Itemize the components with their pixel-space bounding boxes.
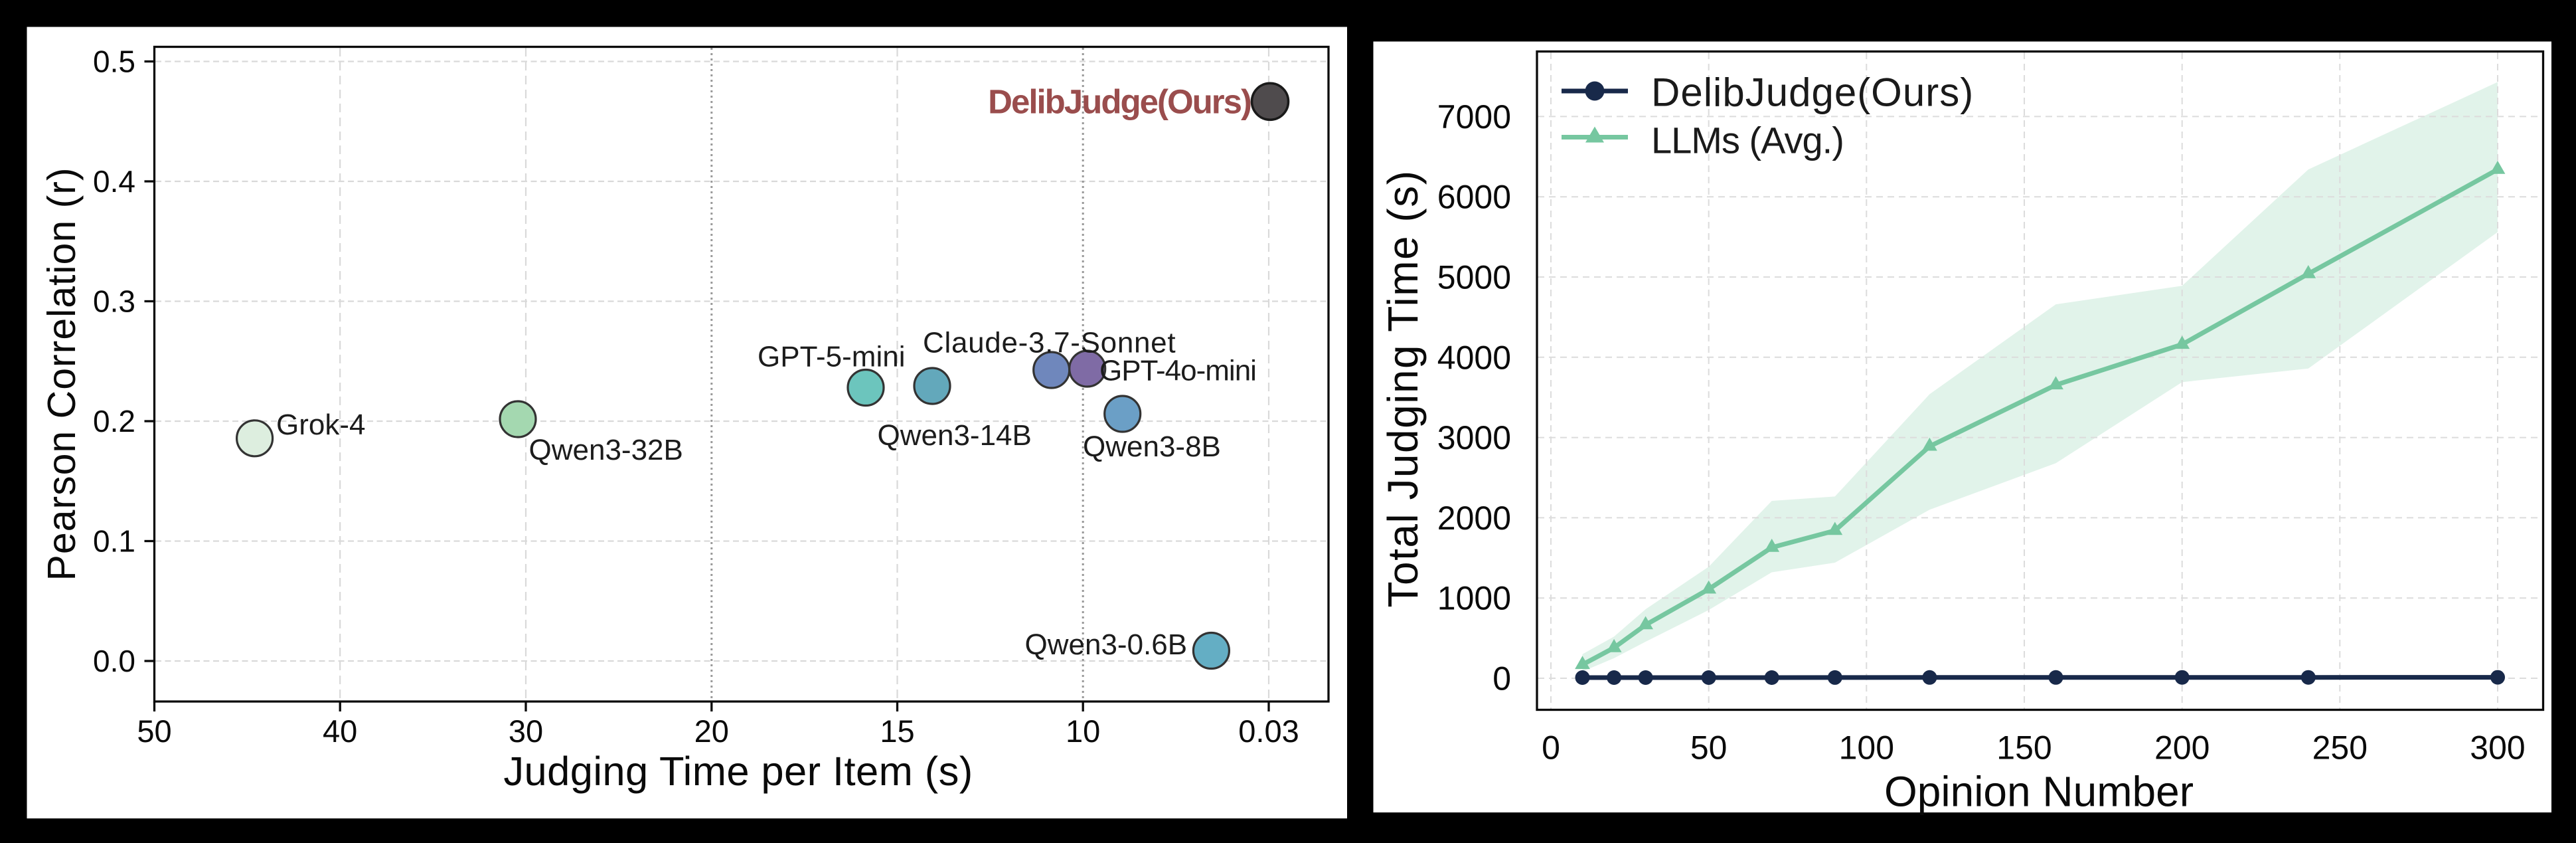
- svg-text:Pearson Correlation (r): Pearson Correlation (r): [40, 167, 84, 581]
- svg-text:200: 200: [2154, 729, 2210, 767]
- svg-text:DelibJudge(Ours): DelibJudge(Ours): [988, 83, 1251, 121]
- svg-text:50: 50: [137, 713, 171, 749]
- svg-text:1000: 1000: [1437, 580, 1511, 617]
- svg-text:20: 20: [694, 713, 729, 749]
- svg-text:2000: 2000: [1437, 500, 1511, 537]
- svg-text:0.03: 0.03: [1238, 713, 1299, 749]
- svg-text:0.1: 0.1: [93, 524, 135, 559]
- svg-text:4000: 4000: [1437, 339, 1511, 376]
- svg-text:10: 10: [1066, 713, 1100, 749]
- svg-text:0.2: 0.2: [93, 404, 135, 438]
- svg-text:0.4: 0.4: [93, 164, 135, 199]
- svg-text:0: 0: [1492, 660, 1511, 698]
- svg-text:100: 100: [1839, 729, 1894, 767]
- svg-text:0.5: 0.5: [93, 45, 135, 79]
- svg-text:Qwen3-14B: Qwen3-14B: [878, 419, 1032, 452]
- svg-text:0.0: 0.0: [93, 644, 135, 678]
- svg-text:3000: 3000: [1437, 419, 1511, 456]
- svg-text:GPT-5-mini: GPT-5-mini: [758, 341, 905, 373]
- svg-text:7000: 7000: [1437, 98, 1511, 136]
- svg-text:40: 40: [323, 713, 357, 749]
- svg-text:6000: 6000: [1437, 179, 1511, 216]
- svg-text:GPT-4o-mini: GPT-4o-mini: [1099, 355, 1256, 387]
- svg-text:Judging Time per Item (s): Judging Time per Item (s): [503, 749, 973, 795]
- svg-text:30: 30: [509, 713, 543, 749]
- svg-text:LLMs (Avg.): LLMs (Avg.): [1651, 120, 1844, 161]
- svg-text:0.3: 0.3: [93, 284, 135, 319]
- svg-text:Qwen3-0.6B: Qwen3-0.6B: [1025, 628, 1188, 661]
- svg-text:50: 50: [1690, 729, 1728, 767]
- svg-text:300: 300: [2470, 729, 2525, 767]
- svg-text:5000: 5000: [1437, 259, 1511, 296]
- svg-text:250: 250: [2312, 729, 2368, 767]
- svg-text:150: 150: [1996, 729, 2052, 767]
- svg-text:DelibJudge(Ours): DelibJudge(Ours): [1651, 70, 1974, 115]
- svg-text:Grok-4: Grok-4: [276, 409, 365, 441]
- svg-text:Qwen3-8B: Qwen3-8B: [1083, 430, 1221, 463]
- svg-text:0: 0: [1542, 729, 1560, 767]
- svg-text:Claude-3.7-Sonnet: Claude-3.7-Sonnet: [923, 327, 1176, 359]
- svg-text:Total Judging Time (s): Total Judging Time (s): [1379, 169, 1427, 607]
- svg-text:Opinion Number: Opinion Number: [1884, 768, 2194, 816]
- svg-text:Qwen3-32B: Qwen3-32B: [529, 434, 683, 466]
- svg-text:15: 15: [880, 713, 914, 749]
